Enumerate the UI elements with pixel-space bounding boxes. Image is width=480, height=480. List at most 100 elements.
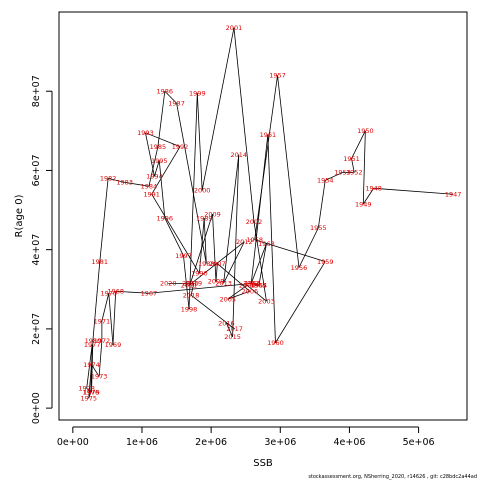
segment-1997-1998: [183, 255, 190, 310]
segment-1957-1958: [254, 75, 278, 240]
point-label-1991: 1991: [143, 191, 160, 199]
point-label-1983: 1983: [116, 179, 133, 187]
segment-1990-1991: [151, 194, 200, 274]
point-label-2002: 2002: [246, 218, 263, 226]
point-label-2010: 2010: [182, 280, 199, 288]
x-axis: 0e+00 1e+06 2e+06 3e+06 4e+06 5e+06: [57, 426, 435, 448]
segment-2006-2007: [217, 263, 251, 292]
segment-2000-2001: [201, 27, 235, 191]
segment-1949-1950: [362, 130, 366, 205]
segment-1979-1980: [91, 340, 94, 393]
point-label-1970: 1970: [101, 290, 118, 298]
segment-1958-1959: [254, 239, 326, 262]
segment-1965-1966: [252, 282, 259, 286]
segment-1986-1987: [164, 90, 177, 104]
point-label-1992: 1992: [172, 143, 189, 151]
y-axis: 0e+00 2e+07 4e+07 6e+07 8e+07: [31, 75, 53, 424]
y-tick-label: 8e+07: [31, 75, 42, 107]
x-tick-label: 5e+06: [403, 437, 435, 448]
segment-1987-1988: [176, 103, 207, 264]
point-label-1959: 1959: [317, 258, 334, 266]
x-tick-label: 0e+00: [57, 437, 89, 448]
segment-1978-1979: [86, 388, 92, 393]
segment-1975-1976: [88, 392, 92, 399]
segment-2013-2014: [223, 154, 240, 284]
point-label-2017: 2017: [226, 325, 243, 333]
x-tick-label: 1e+06: [126, 437, 158, 448]
footer-text: stockassessment.org, NSherring_2020, r14…: [308, 474, 477, 480]
point-label-1978: 1978: [78, 385, 95, 393]
point-label-1986: 1986: [157, 88, 174, 96]
segment-1984-1985: [148, 146, 159, 187]
segment-1988-1989: [203, 217, 207, 264]
point-label-2008: 2008: [208, 278, 225, 286]
point-label-1953: 1953: [334, 169, 351, 177]
segment-2004-2005: [227, 284, 248, 300]
segment-1963-1964: [258, 243, 267, 286]
y-tick-label: 4e+07: [31, 234, 42, 266]
point-label-2016: 2016: [218, 319, 235, 327]
point-label-1965: 1965: [250, 282, 267, 290]
point-label-1988: 1988: [198, 260, 215, 268]
segment-1966-1967: [148, 282, 253, 294]
segment-2005-2006: [227, 290, 250, 300]
x-tick-label: 2e+06: [195, 437, 227, 448]
segment-1996-1997: [164, 217, 184, 256]
point-label-1955: 1955: [310, 224, 327, 232]
segment-1981-1982: [99, 178, 109, 262]
point-label-1998: 1998: [181, 305, 198, 313]
point-label-2005: 2005: [219, 295, 236, 303]
point-label-2006: 2006: [242, 288, 259, 296]
point-label-1987: 1987: [168, 99, 185, 107]
point-label-1980: 1980: [85, 337, 102, 345]
segment-1994-1995: [154, 160, 160, 177]
point-label-1963: 1963: [258, 240, 275, 248]
segment-1976-1977: [90, 344, 93, 393]
segment-1961-1962: [250, 134, 269, 284]
point-label-1976: 1976: [83, 389, 100, 397]
segment-1999-2000: [196, 93, 203, 191]
segment-1954-1955: [317, 180, 326, 228]
point-label-2009: 2009: [204, 210, 221, 218]
point-label-1958: 1958: [246, 236, 263, 244]
segment-1959-1960: [275, 261, 326, 343]
point-label-1972: 1972: [94, 337, 111, 345]
point-label-1997: 1997: [175, 252, 192, 260]
point-label-1949: 1949: [355, 200, 372, 208]
segment-1953-1954: [325, 172, 343, 181]
point-label-1994: 1994: [146, 173, 163, 181]
point-label-1971: 1971: [94, 317, 111, 325]
segment-1948-1949: [362, 188, 374, 205]
point-label-1984: 1984: [141, 183, 158, 191]
point-label-1952: 1952: [346, 169, 363, 177]
point-label-1974: 1974: [83, 361, 100, 369]
point-label-1957: 1957: [269, 72, 286, 80]
segment-2018-2019: [190, 283, 195, 296]
point-label-2015: 2015: [224, 333, 241, 341]
segment-2015-2016: [225, 322, 233, 337]
segment-1956-1957: [277, 75, 300, 268]
segment-1970-1971: [101, 293, 110, 322]
point-label-1967: 1967: [141, 290, 158, 298]
point-label-1964: 1964: [251, 282, 268, 290]
segment-1967-1968: [115, 290, 149, 294]
x-tick-label: 4e+06: [333, 437, 365, 448]
segment-1968-1969: [112, 291, 117, 345]
point-label-1977: 1977: [84, 341, 101, 349]
point-label-1948: 1948: [365, 185, 382, 193]
point-label-1985: 1985: [150, 143, 167, 151]
point-label-2014: 2014: [231, 151, 248, 159]
segment-2014-2015: [232, 154, 240, 337]
segment-1983-1984: [124, 181, 149, 187]
y-axis-title: R(age 0): [14, 194, 25, 237]
point-label-2000: 2000: [194, 187, 211, 195]
point-label-1989: 1989: [196, 214, 213, 222]
segment-1985-1986: [157, 91, 166, 147]
segment-1974-1975: [88, 364, 92, 399]
point-label-1973: 1973: [91, 373, 108, 381]
y-tick-label: 0e+00: [31, 392, 42, 424]
y-tick-label: 2e+07: [31, 313, 42, 345]
point-label-1951: 1951: [343, 155, 360, 163]
point-label-1956: 1956: [291, 264, 308, 272]
